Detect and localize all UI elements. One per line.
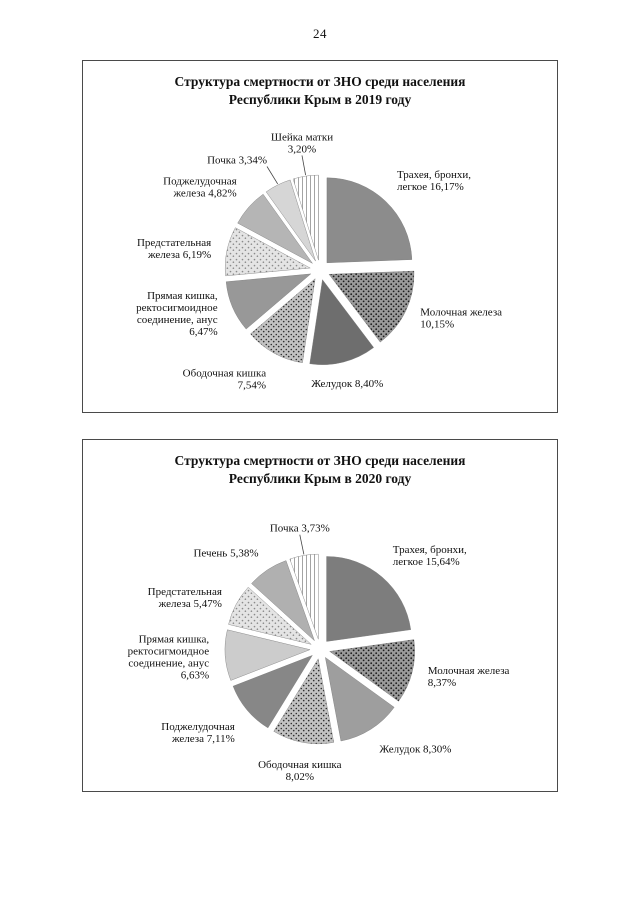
pie-chart-2019: Трахея, бронхи, легкое 16,17% Молочная жел…: [136, 131, 502, 392]
pie-slice: [328, 270, 415, 343]
pie-slice: [325, 657, 395, 742]
slice-label: Поджелудочная железа 4,82%: [163, 176, 237, 200]
pie-slice: [326, 177, 413, 264]
chart-box-2019: Структура смертности от ЗНО среди населе…: [82, 60, 558, 414]
slice-label: Ободочная кишка 7,54%: [183, 368, 267, 392]
pie-slice: [289, 554, 319, 640]
pie-slice: [292, 175, 319, 261]
pie-slice: [326, 556, 411, 642]
pie-slice: [251, 560, 315, 642]
chart-title-line: Структура смертности от ЗНО среди населе…: [174, 74, 466, 89]
slice-label: Почка 3,73%: [270, 523, 330, 535]
pie-slice: [265, 179, 316, 262]
slice-label: Прямая кишка, ректосигмоидное соединение, …: [136, 290, 218, 338]
chart-box-2020: Структура смертности от ЗНО среди населе…: [82, 439, 558, 793]
slice-label: Желудок 8,30%: [379, 744, 451, 756]
slice-label: Почка 3,34%: [207, 155, 267, 167]
slice-label: Шейка матки 3,20%: [271, 131, 333, 155]
pie-slice: [225, 227, 311, 277]
slice-label: Трахея, бронхи, легкое 16,17%: [397, 169, 471, 193]
pie-slice: [250, 278, 316, 364]
chart-title-2019: Структура смертности от ЗНО среди населе…: [83, 73, 557, 108]
pie-slice: [224, 629, 311, 681]
slice-label: Молочная железа 10,15%: [420, 307, 502, 331]
slice-label: Предстательная железа 6,19%: [137, 237, 211, 261]
pie-slice: [225, 273, 312, 330]
pie-slice: [309, 279, 374, 365]
pie-slice: [329, 639, 415, 702]
chart-title-line: Структура смертности от ЗНО среди населе…: [174, 453, 466, 469]
pie-slice: [232, 655, 313, 729]
chart-title-line: Республики Крым в 2019 году: [228, 91, 412, 107]
leader-line: [266, 166, 279, 185]
chart-title-line: Республики Крым в 2020 году: [228, 470, 412, 486]
pie-slice: [228, 587, 312, 645]
slice-label: Прямая кишка, ректосигмоидное соединение, …: [128, 634, 210, 682]
slice-label: Печень 5,38%: [193, 548, 258, 560]
pie-chart-2020: Трахея, бронхи, легкое 15,64% Молочная жел…: [128, 523, 510, 783]
slice-label: Трахея, бронхи, легкое 15,64%: [393, 544, 467, 568]
pie-slice: [273, 658, 335, 745]
leader-line: [299, 534, 305, 555]
leader-line: [301, 155, 306, 176]
slice-label: Желудок 8,40%: [311, 378, 383, 390]
slice-label: Молочная железа 8,37%: [428, 665, 510, 689]
slice-label: Ободочная кишка 8,02%: [258, 759, 342, 783]
slice-label: Поджелудочная железа 7,11%: [161, 721, 235, 745]
slice-label: Предстательная железа 5,47%: [148, 586, 222, 610]
chart-title-2020: Структура смертности от ЗНО среди населе…: [83, 452, 557, 487]
document-page: 24 Структура смертности от ЗНО среди нас…: [82, 26, 558, 793]
pie-slice: [237, 194, 313, 264]
page-number: 24: [313, 26, 327, 41]
